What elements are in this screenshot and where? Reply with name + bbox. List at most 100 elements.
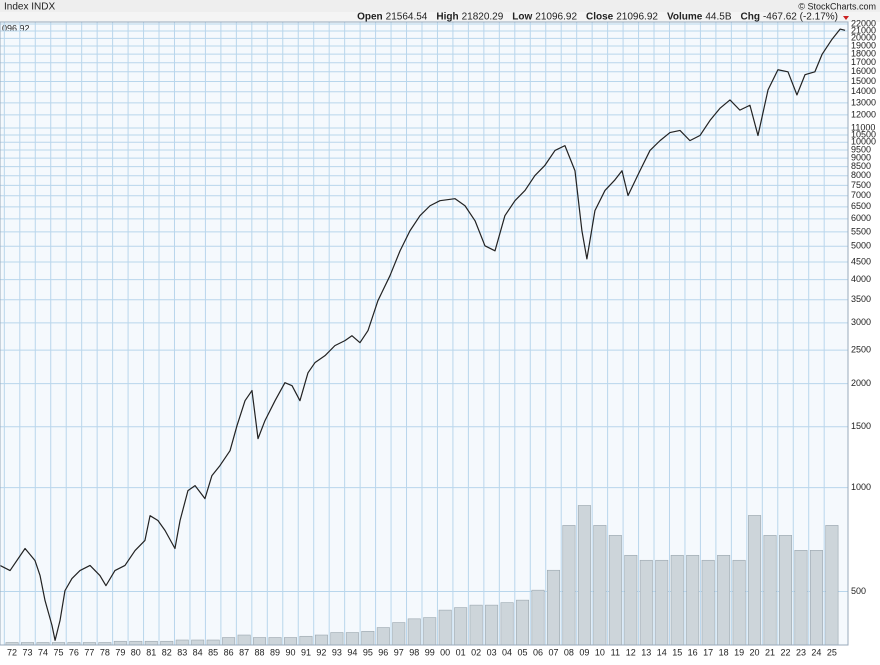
volume-bar [144, 640, 158, 646]
y-tick-label: 2500 [851, 345, 871, 355]
x-tick-label: 83 [177, 647, 187, 657]
y-tick-label: 2000 [851, 378, 871, 388]
y-tick-label: 8000 [851, 170, 871, 180]
volume-bar [763, 535, 777, 646]
y-tick-label: 7000 [851, 190, 871, 200]
x-tick-label: 84 [193, 647, 203, 657]
x-tick-label: 89 [270, 647, 280, 657]
x-tick-label: 90 [285, 647, 295, 657]
volume-bar [454, 607, 468, 646]
x-tick-label: 13 [641, 647, 651, 657]
volume-bar [407, 618, 421, 646]
y-tick-label: 7500 [851, 180, 871, 190]
y-tick-label: 11000 [851, 122, 875, 132]
x-tick-label: 09 [579, 647, 589, 657]
x-tick-label: 14 [657, 647, 667, 657]
x-tick-label: 76 [69, 647, 79, 657]
x-tick-label: 73 [23, 647, 33, 657]
volume-bar [361, 630, 375, 646]
volume-bar [531, 589, 545, 646]
x-tick-label: 96 [378, 647, 388, 657]
volume-bar [129, 640, 143, 646]
volume-bar [376, 627, 390, 646]
x-tick-label: 81 [146, 647, 156, 657]
x-tick-label: 06 [533, 647, 543, 657]
volume-bar [485, 604, 499, 646]
x-tick-label: 92 [316, 647, 326, 657]
y-tick-label: 12000 [851, 109, 876, 119]
y-tick-label: 15000 [851, 76, 876, 86]
price-label: 096.92 [2, 23, 30, 33]
volume-bar [825, 525, 839, 646]
x-tick-label: 23 [796, 647, 806, 657]
y-tick-label: 20000 [851, 33, 876, 43]
y-tick-label: 22000 [851, 18, 876, 28]
x-tick-label: 21 [765, 647, 775, 657]
header-bar [0, 12, 880, 22]
volume-bar [577, 505, 591, 646]
y-tick-label: 21000 [851, 25, 876, 35]
y-tick-label: 6500 [851, 201, 871, 211]
header-value: 21820.29 [462, 12, 504, 23]
y-tick-label: 6000 [851, 213, 871, 223]
x-tick-label: 78 [100, 647, 110, 657]
volume-bar [175, 639, 189, 646]
volume-bar [330, 632, 344, 646]
volume-bar [686, 554, 700, 646]
volume-bar [113, 640, 127, 646]
header-value: 44.5B [705, 12, 731, 23]
header-label: Open [357, 12, 383, 23]
x-tick-label: 04 [502, 647, 512, 657]
volume-bar [639, 559, 653, 646]
volume-bar [701, 559, 715, 646]
volume-bar [593, 525, 607, 646]
x-tick-label: 77 [84, 647, 94, 657]
volume-bar [253, 637, 267, 646]
x-tick-label: 01 [456, 647, 466, 657]
chart-title: Index INDX [4, 2, 55, 13]
x-tick-label: 02 [471, 647, 481, 657]
volume-bar [717, 554, 731, 646]
x-tick-label: 00 [440, 647, 450, 657]
volume-bar [748, 515, 762, 646]
volume-bar [546, 569, 560, 646]
x-tick-label: 82 [162, 647, 172, 657]
x-tick-label: 80 [131, 647, 141, 657]
price-line [0, 28, 846, 641]
y-tick-label: 4500 [851, 256, 871, 266]
volume-bar [222, 637, 236, 646]
header-value: 21096.92 [616, 12, 658, 23]
header-value: 21564.54 [386, 12, 428, 23]
volume-bar [732, 559, 746, 646]
x-tick-label: 25 [827, 647, 837, 657]
plot-border [0, 21, 849, 646]
x-tick-label: 98 [409, 647, 419, 657]
volume-bar [284, 637, 297, 646]
volume-bar [655, 559, 669, 646]
x-tick-label: 15 [672, 647, 682, 657]
volume-bar [191, 639, 205, 646]
x-tick-label: 07 [548, 647, 558, 657]
volume-bar [438, 609, 452, 646]
volume-bar [160, 640, 174, 646]
x-tick-label: 95 [363, 647, 373, 657]
x-tick-label: 99 [425, 647, 435, 657]
volume-bar [345, 632, 359, 646]
y-tick-label: 9500 [851, 144, 871, 154]
x-tick-label: 87 [239, 647, 249, 657]
volume-bar [516, 599, 530, 646]
header-value: -467.62 (-2.17%) [763, 12, 838, 23]
y-tick-label: 4000 [851, 274, 871, 284]
volume-bar [779, 535, 792, 646]
layer [5, 505, 839, 646]
x-tick-label: 85 [208, 647, 218, 657]
y-tick-label: 19000 [851, 40, 876, 50]
volume-bar [469, 604, 483, 646]
volume-bar [392, 622, 406, 646]
y-tick-label: 17000 [851, 57, 876, 67]
volume-bar [423, 617, 437, 646]
y-tick-label: 500 [851, 586, 866, 596]
plot-area [0, 22, 848, 645]
y-tick-label: 18000 [851, 48, 876, 58]
